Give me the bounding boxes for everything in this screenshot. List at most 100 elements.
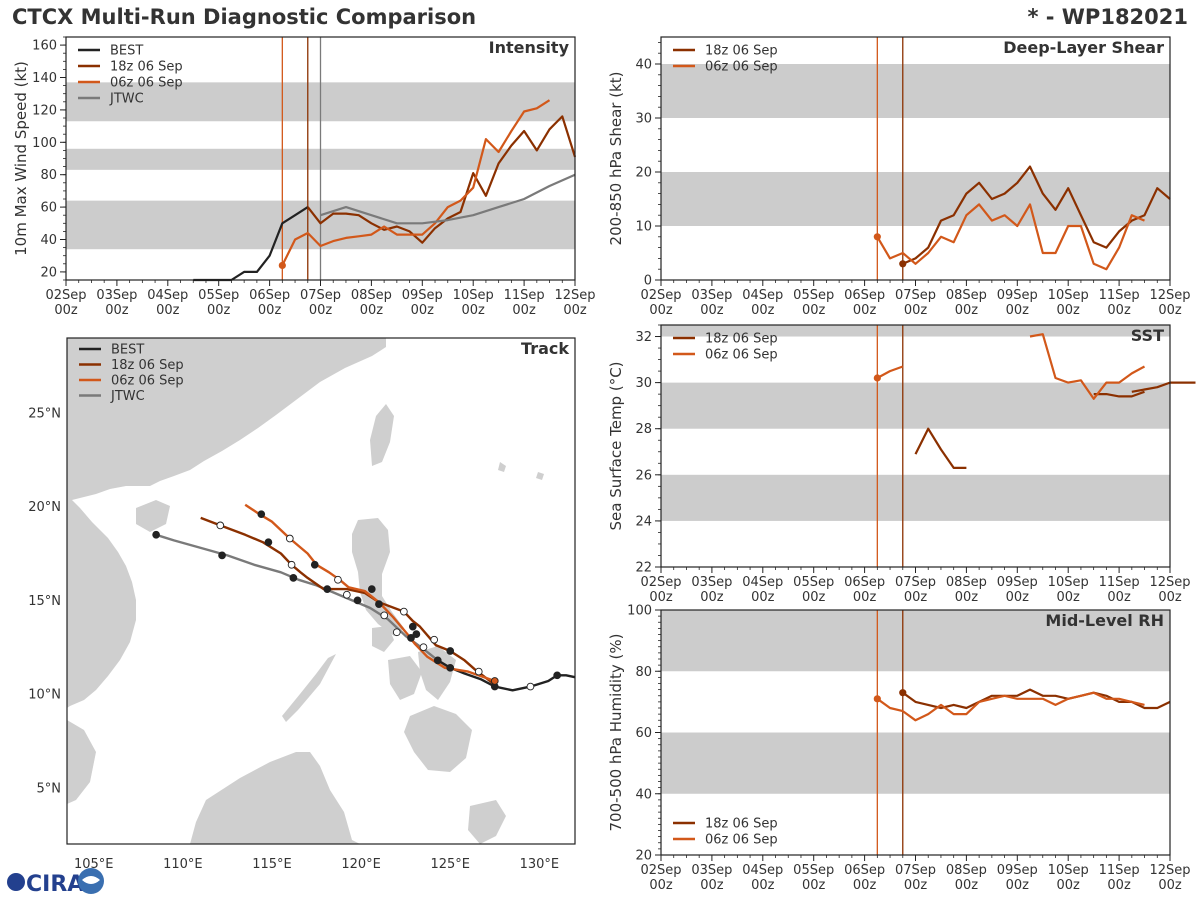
track-ytick-label: 10°N	[28, 688, 61, 703]
sst-marker-06z-06-sep	[873, 374, 881, 382]
sst-segment-18z-06-sep	[1093, 390, 1145, 398]
intensity-xtick-label: 11Sep 00z	[504, 288, 545, 318]
land-mainland-asia	[67, 338, 386, 708]
map-land	[67, 338, 544, 844]
shear-xtick-label: 05Sep 00z	[793, 288, 834, 318]
sst-xtick-label: 09Sep 00z	[997, 575, 1038, 605]
sst-ytick-label: 32	[635, 330, 652, 345]
rh-ytick-label: 60	[635, 726, 652, 741]
track-line-jtwc	[155, 533, 439, 662]
intensity-xtick-label: 09Sep 00z	[402, 288, 443, 318]
track-xtick-label: 130°E	[520, 857, 560, 872]
rh-series-18z-06-sep	[902, 688, 1171, 710]
intensity-ytick-label: 20	[40, 265, 57, 280]
track-title: Track	[521, 339, 569, 358]
intensity-series-18z-06-sep	[306, 115, 577, 244]
track-point-best	[526, 682, 535, 691]
sst-xtick-label: 11Sep 00z	[1099, 575, 1140, 605]
intensity-xtick-label: 02Sep 00z	[45, 288, 86, 318]
figure-title: CTCX Multi-Run Diagnostic Comparison	[12, 5, 476, 29]
track-line-06z-06-sep	[244, 503, 496, 683]
intensity-ytick-label: 140	[32, 71, 57, 86]
sst-segment-06z-06-sep	[876, 365, 904, 379]
shear-series-06z-06-sep	[876, 203, 1145, 271]
sst-title: SST	[1131, 326, 1164, 345]
land-malay	[67, 720, 96, 804]
shear-band	[661, 172, 1170, 226]
sst-ytick-label: 30	[635, 376, 652, 391]
intensity-xtick-label: 04Sep 00z	[147, 288, 188, 318]
cira-swirl-mark	[82, 876, 100, 884]
shear-ytick-label: 10	[635, 220, 652, 235]
rh-xtick-label: 11Sep 00z	[1099, 863, 1140, 893]
shear-marker-18z-06-sep	[899, 260, 907, 268]
intensity-ytick-label: 60	[40, 201, 57, 216]
shear-xtick-label: 12Sep 00z	[1149, 288, 1190, 318]
track-point-06z-06-sep	[490, 677, 499, 685]
land-mindanao	[404, 706, 472, 772]
shear-series-18z-06-sep	[902, 165, 1171, 265]
track-xtick-label: 115°E	[252, 857, 292, 872]
land-hainan	[136, 500, 170, 532]
track-point-18z-06-sep	[216, 521, 225, 530]
track-legend-label-jtwc: JTWC	[110, 389, 145, 404]
shear-ytick-label: 20	[635, 166, 652, 181]
rh-ytick-label: 20	[635, 849, 652, 864]
shear-legend-label-06z-06-sep: 06z 06 Sep	[705, 60, 778, 75]
rh-series-06z-06-sep	[876, 691, 1145, 722]
track-point-jtwc	[342, 590, 351, 599]
rh-legend-label-18z-06-sep: 18z 06 Sep	[705, 817, 778, 832]
track-point-jtwc	[419, 643, 428, 652]
land-borneo	[190, 752, 360, 844]
rh-xtick-label: 04Sep 00z	[742, 863, 783, 893]
land-small-islands-2	[536, 472, 544, 480]
sst-band	[661, 382, 1170, 429]
track-ytick-label: 20°N	[28, 500, 61, 515]
track-point-06z-06-sep	[310, 560, 319, 569]
land-taiwan	[370, 404, 394, 466]
shear-xtick-label: 08Sep 00z	[946, 288, 987, 318]
sst-xtick-label: 10Sep 00z	[1048, 575, 1089, 605]
intensity-legend-label-jtwc: JTWC	[109, 92, 144, 107]
track-legend-label-best: BEST	[111, 343, 144, 358]
sst-xtick-label: 07Sep 00z	[895, 575, 936, 605]
track-point-18z-06-sep	[323, 585, 332, 593]
land-small-islands	[498, 462, 506, 472]
sst-xtick-label: 12Sep 00z	[1149, 575, 1190, 605]
track-point-18z-06-sep	[287, 560, 296, 569]
intensity-ytick-label: 80	[40, 168, 57, 183]
rh-band	[661, 610, 1170, 672]
intensity-ytick-label: 100	[32, 136, 57, 151]
land-luzon	[352, 518, 404, 636]
sst-panel: 22 24 26 28 30 32 02Sep 00z 03Sep 00z 04Sep 00z 05Se…	[607, 324, 1196, 605]
track-ytick-label: 15°N	[28, 594, 61, 609]
shear-ytick-label: 30	[635, 112, 652, 127]
intensity-ylabel: 10m Max Wind Speed (kt)	[12, 61, 30, 256]
rh-xtick-label: 06Sep 00z	[844, 863, 885, 893]
track-point-jtwc	[289, 574, 298, 582]
land-palawan	[282, 654, 336, 722]
shear-marker-06z-06-sep	[873, 233, 881, 241]
intensity-marker-06z-06-sep	[278, 261, 286, 270]
track-legend-label-06z-06-sep: 06z 06 Sep	[111, 374, 184, 389]
intensity-ytick-label: 40	[40, 233, 57, 248]
sst-legend-label-06z-06-sep: 06z 06 Sep	[705, 348, 778, 363]
shear-xtick-label: 11Sep 00z	[1099, 288, 1140, 318]
sst-ytick-label: 28	[635, 422, 652, 437]
rh-xtick-label: 02Sep 00z	[640, 863, 681, 893]
logo-text: CIRA	[26, 872, 84, 897]
track-point-18z-06-sep	[446, 647, 455, 655]
track-point-06z-06-sep	[400, 607, 408, 616]
track-point-18z-06-sep	[375, 600, 383, 608]
rh-xtick-label: 03Sep 00z	[691, 863, 732, 893]
shear-xtick-label: 10Sep 00z	[1048, 288, 1089, 318]
intensity-series-06z-06-sep	[281, 99, 551, 266]
shear-xtick-label: 06Sep 00z	[844, 288, 885, 318]
rh-band	[661, 732, 1170, 794]
intensity-legend-label-best: BEST	[110, 44, 143, 59]
intensity-ytick-label: 120	[32, 103, 57, 118]
shear-ytick-label: 40	[635, 58, 652, 73]
intensity-xtick-label: 06Sep 00z	[249, 288, 290, 318]
shear-xtick-label: 02Sep 00z	[640, 288, 681, 318]
shear-panel: 0 10 20 30 40 02Sep 00z 03Sep 00z 04Sep 00z 05Sep 00…	[607, 36, 1191, 318]
